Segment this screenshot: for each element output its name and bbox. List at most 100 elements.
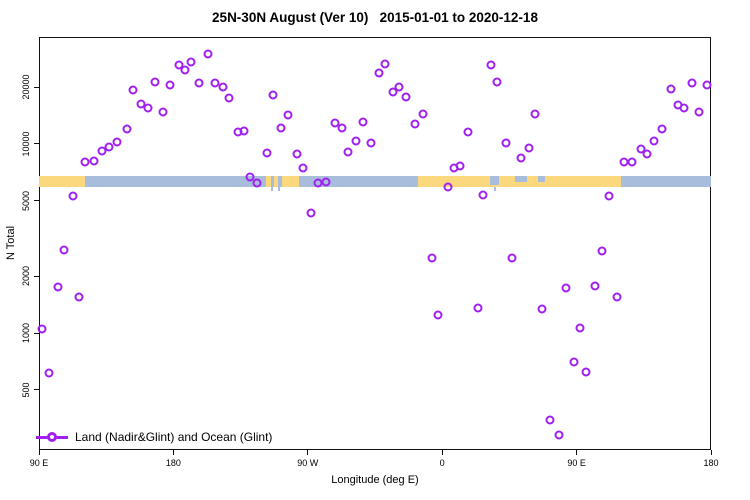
data-point — [374, 68, 384, 78]
y-axis-tick-label: 500 — [21, 382, 31, 398]
surface-band-ocean-detail — [271, 187, 274, 192]
surface-band-ocean-detail — [277, 187, 280, 192]
data-point — [306, 208, 316, 218]
data-point — [380, 59, 390, 69]
data-point — [330, 118, 340, 128]
surface-band-ocean-detail — [271, 175, 275, 188]
y-axis-tick-label: 2000 — [21, 266, 31, 287]
data-point — [702, 80, 712, 90]
data-point — [252, 178, 262, 188]
data-point — [612, 292, 622, 302]
data-point — [666, 84, 676, 94]
data-point — [604, 191, 614, 201]
data-point — [575, 323, 585, 333]
data-point — [394, 82, 404, 92]
data-point — [524, 143, 534, 153]
data-point — [455, 161, 465, 171]
data-point — [298, 163, 308, 173]
data-point — [366, 138, 376, 148]
data-point — [569, 357, 579, 367]
x-axis-tick — [710, 450, 712, 455]
x-axis-tick — [38, 450, 40, 455]
plot-area-border — [39, 37, 711, 450]
data-point — [473, 303, 483, 313]
data-point — [343, 147, 353, 157]
y-axis-tick — [34, 200, 39, 202]
data-point — [358, 117, 368, 127]
data-point — [150, 77, 160, 87]
surface-band-ocean-detail — [515, 175, 528, 183]
x-axis-label: Longitude (deg E) — [331, 474, 419, 486]
data-point — [443, 182, 453, 192]
y-axis-tick — [34, 332, 39, 334]
data-point — [337, 123, 347, 133]
data-point — [410, 119, 420, 129]
data-point — [597, 246, 607, 256]
data-point — [74, 292, 84, 302]
data-point — [89, 156, 99, 166]
data-point — [239, 126, 249, 136]
data-point — [501, 138, 511, 148]
x-axis-tick-label: 90 W — [297, 458, 319, 468]
data-point — [174, 60, 184, 70]
data-point — [44, 368, 54, 378]
data-point — [657, 124, 667, 134]
data-point — [37, 324, 47, 334]
data-point — [104, 142, 114, 152]
data-point — [143, 103, 153, 113]
data-point — [122, 124, 132, 134]
surface-band-ocean-detail — [537, 175, 546, 183]
surface-band-segment-land — [39, 175, 86, 188]
data-point — [642, 149, 652, 158]
x-axis-tick — [576, 450, 578, 455]
x-axis-tick — [441, 450, 443, 455]
data-point — [388, 87, 398, 97]
legend-label: Land (Nadir&Glint) and Ocean (Glint) — [75, 430, 273, 444]
data-point — [194, 78, 204, 88]
data-point — [590, 281, 600, 291]
data-point — [68, 191, 78, 201]
data-point — [545, 415, 555, 425]
data-point — [679, 103, 689, 113]
surface-band-segment-land — [265, 175, 299, 188]
data-point — [694, 107, 704, 117]
data-point — [112, 137, 122, 147]
data-point — [224, 93, 234, 103]
y-axis-tick — [34, 275, 39, 277]
data-point — [554, 430, 564, 440]
data-point — [418, 109, 428, 119]
data-point — [292, 149, 302, 158]
data-point — [276, 123, 286, 133]
y-axis-tick — [34, 389, 39, 391]
data-point — [180, 65, 190, 75]
y-axis-tick-label: 1000 — [21, 323, 31, 344]
data-point — [218, 82, 228, 92]
x-axis-tick-label: 0 — [439, 458, 445, 468]
data-point — [321, 177, 331, 187]
surface-band-ocean-detail — [489, 175, 499, 185]
y-axis-tick-label: 10000 — [21, 131, 31, 157]
data-point — [53, 282, 63, 292]
data-point — [627, 157, 637, 167]
y-axis-tick — [34, 86, 39, 88]
legend-point-marker-icon — [47, 432, 57, 442]
data-point — [478, 190, 488, 200]
y-axis-label: N Total — [5, 225, 17, 261]
x-axis-tick — [307, 450, 309, 455]
data-point — [561, 283, 571, 293]
data-point — [507, 253, 517, 263]
x-axis-tick-label: 90 E — [567, 458, 586, 468]
surface-band-ocean-detail — [493, 187, 496, 192]
data-point — [59, 245, 69, 255]
data-point — [649, 136, 659, 146]
data-point — [530, 109, 540, 119]
data-point — [283, 110, 293, 120]
data-point — [351, 136, 361, 146]
surface-band-segment-ocean — [85, 175, 266, 188]
data-point — [165, 80, 175, 90]
data-point — [268, 90, 278, 100]
data-point — [128, 85, 138, 95]
x-axis-tick-label: 180 — [165, 458, 181, 468]
data-point — [97, 146, 107, 156]
